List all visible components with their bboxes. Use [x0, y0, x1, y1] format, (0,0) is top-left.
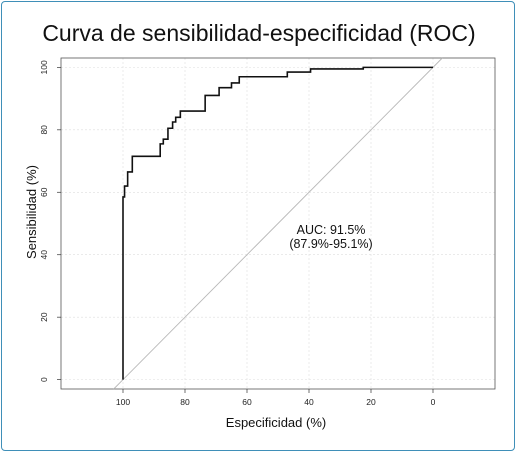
- auc-ci-label: (87.9%-95.1%): [289, 237, 372, 251]
- chart-title: Curva de sensibilidad-especificidad (ROC…: [42, 20, 475, 46]
- auc-label: AUC: 91.5%: [297, 223, 366, 237]
- y-axis-title: Sensibilidad (%): [24, 165, 39, 259]
- roc-curve: [122, 66, 433, 380]
- roc-series: [122, 66, 433, 380]
- y-tick-label: 60: [39, 187, 49, 197]
- x-tick-label: 60: [242, 397, 252, 407]
- y-tick-label: 0: [39, 377, 49, 382]
- x-tick-label: 40: [304, 397, 314, 407]
- y-tick-label: 80: [39, 125, 49, 135]
- x-tick-label: 100: [116, 397, 130, 407]
- x-axis-title: Especificidad (%): [226, 415, 326, 430]
- diagonal-line: [113, 57, 443, 390]
- plot-area-border: [60, 57, 496, 390]
- x-tick-label: 20: [366, 397, 376, 407]
- y-tick-label: 100: [39, 60, 49, 74]
- axis-ticks: 100 80 60 40 20 0 0 20 40 60 80 100: [39, 60, 436, 407]
- reference-diagonal: [113, 57, 443, 390]
- y-tick-label: 20: [39, 312, 49, 322]
- x-tick-label: 80: [180, 397, 190, 407]
- x-tick-label: 0: [431, 397, 436, 407]
- y-tick-label: 40: [39, 250, 49, 260]
